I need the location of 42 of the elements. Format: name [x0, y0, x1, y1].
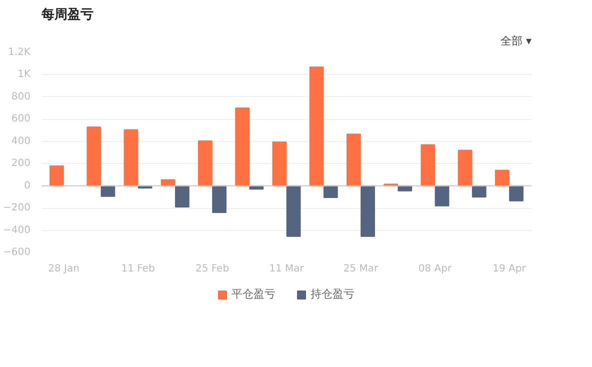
- y-tick-label: 400: [11, 136, 31, 147]
- bar: [174, 185, 190, 208]
- legend-label: 平仓盈亏: [232, 286, 276, 302]
- bar: [309, 66, 324, 186]
- bar: [346, 134, 361, 186]
- text: 全部 ▾: [500, 34, 532, 48]
- legend-label: 持仓盈亏: [310, 286, 354, 302]
- x-tick-label: 25 Feb: [195, 264, 230, 274]
- bar: [100, 185, 116, 197]
- bar: [420, 144, 436, 186]
- y-tick-label: 1K: [18, 69, 31, 80]
- y-tick-label: 800: [11, 91, 31, 102]
- x-tick-label: 08 Apr: [418, 264, 452, 274]
- bar: [160, 179, 176, 186]
- y-tick-label: 0: [24, 180, 31, 192]
- chart-title: 每周盈亏: [40, 8, 94, 22]
- bar: [212, 185, 227, 213]
- x-tick-label: 19 Apr: [492, 264, 527, 274]
- bar: [494, 170, 510, 186]
- y-tick-label: −400: [3, 224, 31, 236]
- bar: [323, 185, 338, 198]
- bar: [458, 150, 472, 186]
- y-tick-label: 200: [11, 158, 31, 170]
- bar: [198, 140, 212, 186]
- bar: [235, 108, 250, 186]
- x-tick-label: 11 Mar: [269, 264, 305, 274]
- bar: [50, 165, 64, 186]
- y-tick-label: 1.2K: [8, 47, 31, 58]
- bar: [472, 185, 486, 198]
- y-tick-label: −200: [3, 202, 31, 214]
- x-tick-label: 11 Feb: [121, 264, 155, 274]
- bar: [360, 185, 375, 237]
- x-tick-label: 28 Jan: [48, 264, 80, 274]
- bar: [272, 141, 287, 186]
- bar: [124, 129, 138, 186]
- y-tick-label: 600: [11, 114, 31, 125]
- bar: [509, 185, 524, 202]
- bar: [434, 185, 450, 206]
- x-tick-label: 25 Mar: [343, 264, 380, 274]
- bar: [86, 126, 102, 186]
- y-tick-label: −600: [3, 247, 31, 258]
- bar: [286, 185, 301, 237]
